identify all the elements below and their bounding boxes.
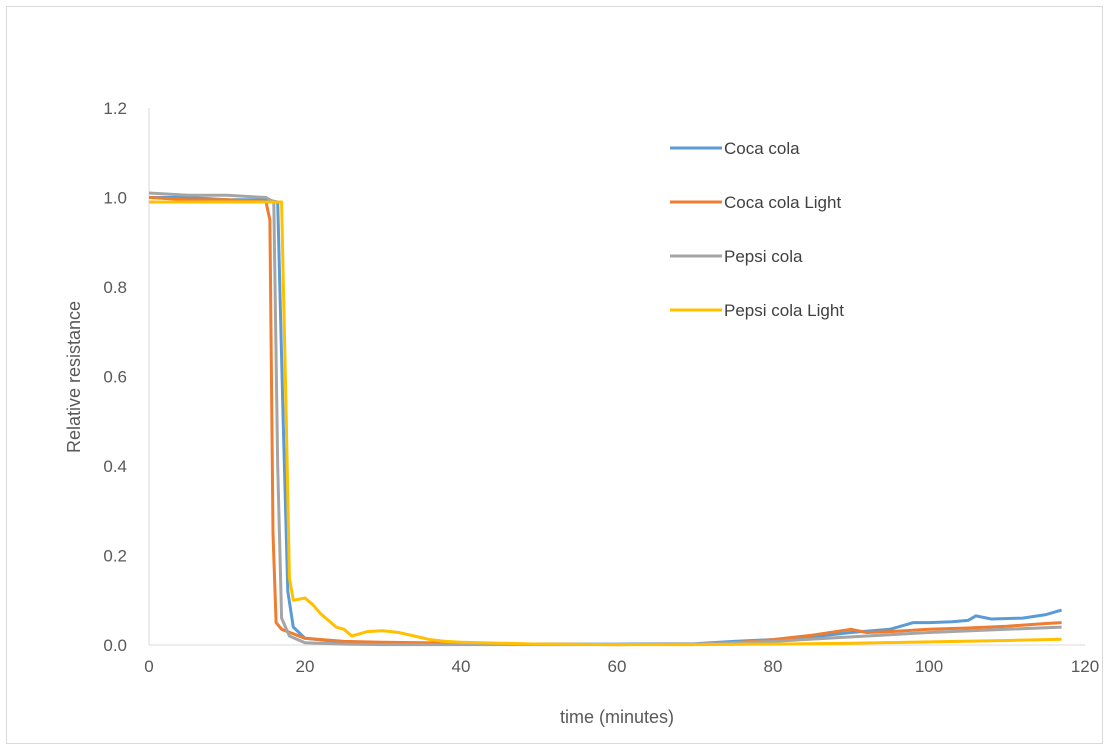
x-tick-label: 40 <box>452 657 471 676</box>
y-tick-label: 1.2 <box>103 99 127 118</box>
x-axis-title: time (minutes) <box>560 707 674 727</box>
y-tick-label: 0.0 <box>103 636 127 655</box>
y-tick-label: 0.4 <box>103 457 127 476</box>
series-line-4 <box>149 200 1062 647</box>
x-tick-label: 60 <box>608 657 627 676</box>
legend-label: Coca cola Light <box>724 193 841 212</box>
x-tick-label: 20 <box>296 657 315 676</box>
x-tick-labels: 0 20 40 60 80 100 120 <box>144 657 1099 676</box>
y-tick-labels: 0.0 0.2 0.4 0.6 0.8 1.0 1.2 <box>103 99 127 655</box>
x-tick-label: 80 <box>764 657 783 676</box>
series-lines <box>148 191 1063 647</box>
y-tick-label: 0.6 <box>103 368 127 387</box>
x-tick-label: 120 <box>1071 657 1099 676</box>
legend-label: Pepsi cola Light <box>724 301 844 320</box>
x-tick-label: 0 <box>144 657 153 676</box>
y-tick-label: 0.8 <box>103 278 127 297</box>
legend: Coca cola Coca cola Light Pepsi cola Pepsi … <box>670 139 844 320</box>
series-line-3 <box>148 191 1062 647</box>
y-tick-label: 1.0 <box>103 189 127 208</box>
chart-frame <box>6 6 1103 744</box>
legend-label: Pepsi cola <box>724 247 803 266</box>
y-tick-label: 0.2 <box>103 547 127 566</box>
x-tick-label: 100 <box>915 657 943 676</box>
legend-label: Coca cola <box>724 139 800 158</box>
y-axis-title: Relative resistance <box>64 301 84 453</box>
